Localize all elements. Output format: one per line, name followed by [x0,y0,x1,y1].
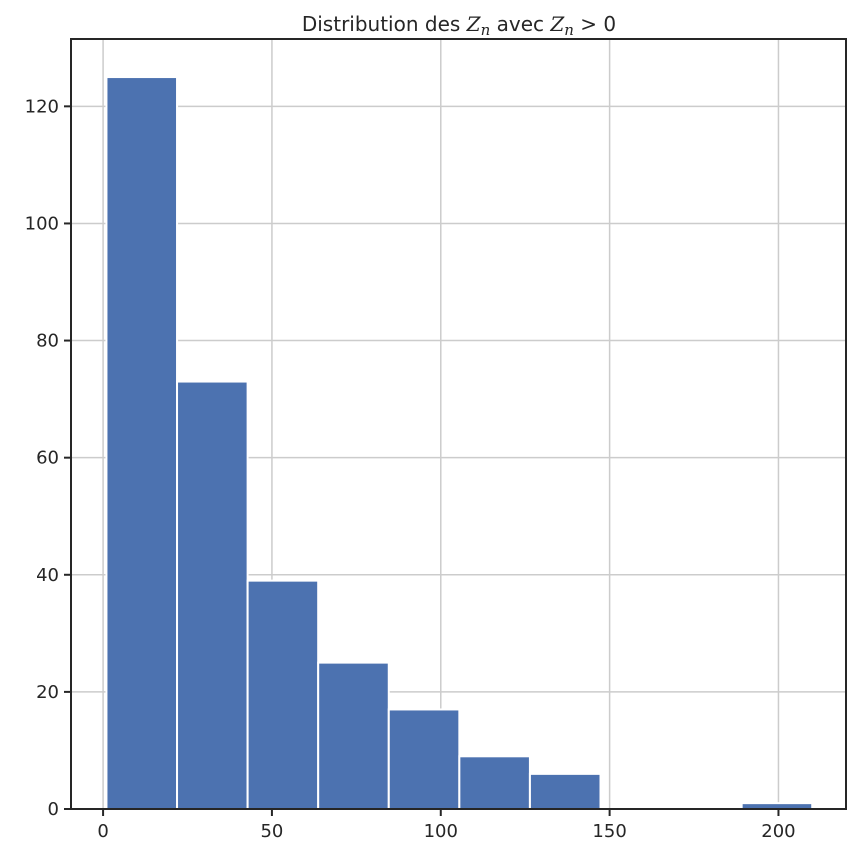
x-tick-label: 150 [592,821,626,842]
y-axis-ticks: 0 20 40 60 80 100 120 [25,96,71,820]
histogram-bar [176,380,249,810]
title-part: n [481,21,491,39]
chart-title: Distribution des Zn avec Zn > 0 [302,12,616,39]
histogram-bar [105,76,179,810]
title-part: Z [466,12,482,36]
y-tick-label: 60 [36,448,59,469]
y-tick-label: 80 [36,331,59,352]
x-tick-label: 50 [260,821,283,842]
y-tick-label: 120 [25,96,59,117]
bars [105,76,814,811]
histogram-bar [317,661,390,811]
title-part: avec [490,12,550,36]
title-part: n [564,21,574,39]
x-axis-ticks: 0 50 100 150 200 [97,809,796,842]
y-tick-label: 40 [36,565,59,586]
y-tick-label: 20 [36,682,59,703]
title-part: > 0 [574,12,616,36]
title-part: Z [549,12,565,36]
histogram-bar [246,579,320,811]
x-tick-label: 0 [97,821,108,842]
y-tick-label: 0 [48,799,59,820]
y-tick-label: 100 [25,213,59,234]
x-tick-label: 200 [761,821,795,842]
title-part: Distribution des [302,12,467,36]
plot-frame [70,38,847,810]
histogram-bar [528,772,602,811]
histogram-bar [387,708,461,811]
x-tick-label: 100 [424,821,458,842]
histogram-bar [458,755,531,810]
